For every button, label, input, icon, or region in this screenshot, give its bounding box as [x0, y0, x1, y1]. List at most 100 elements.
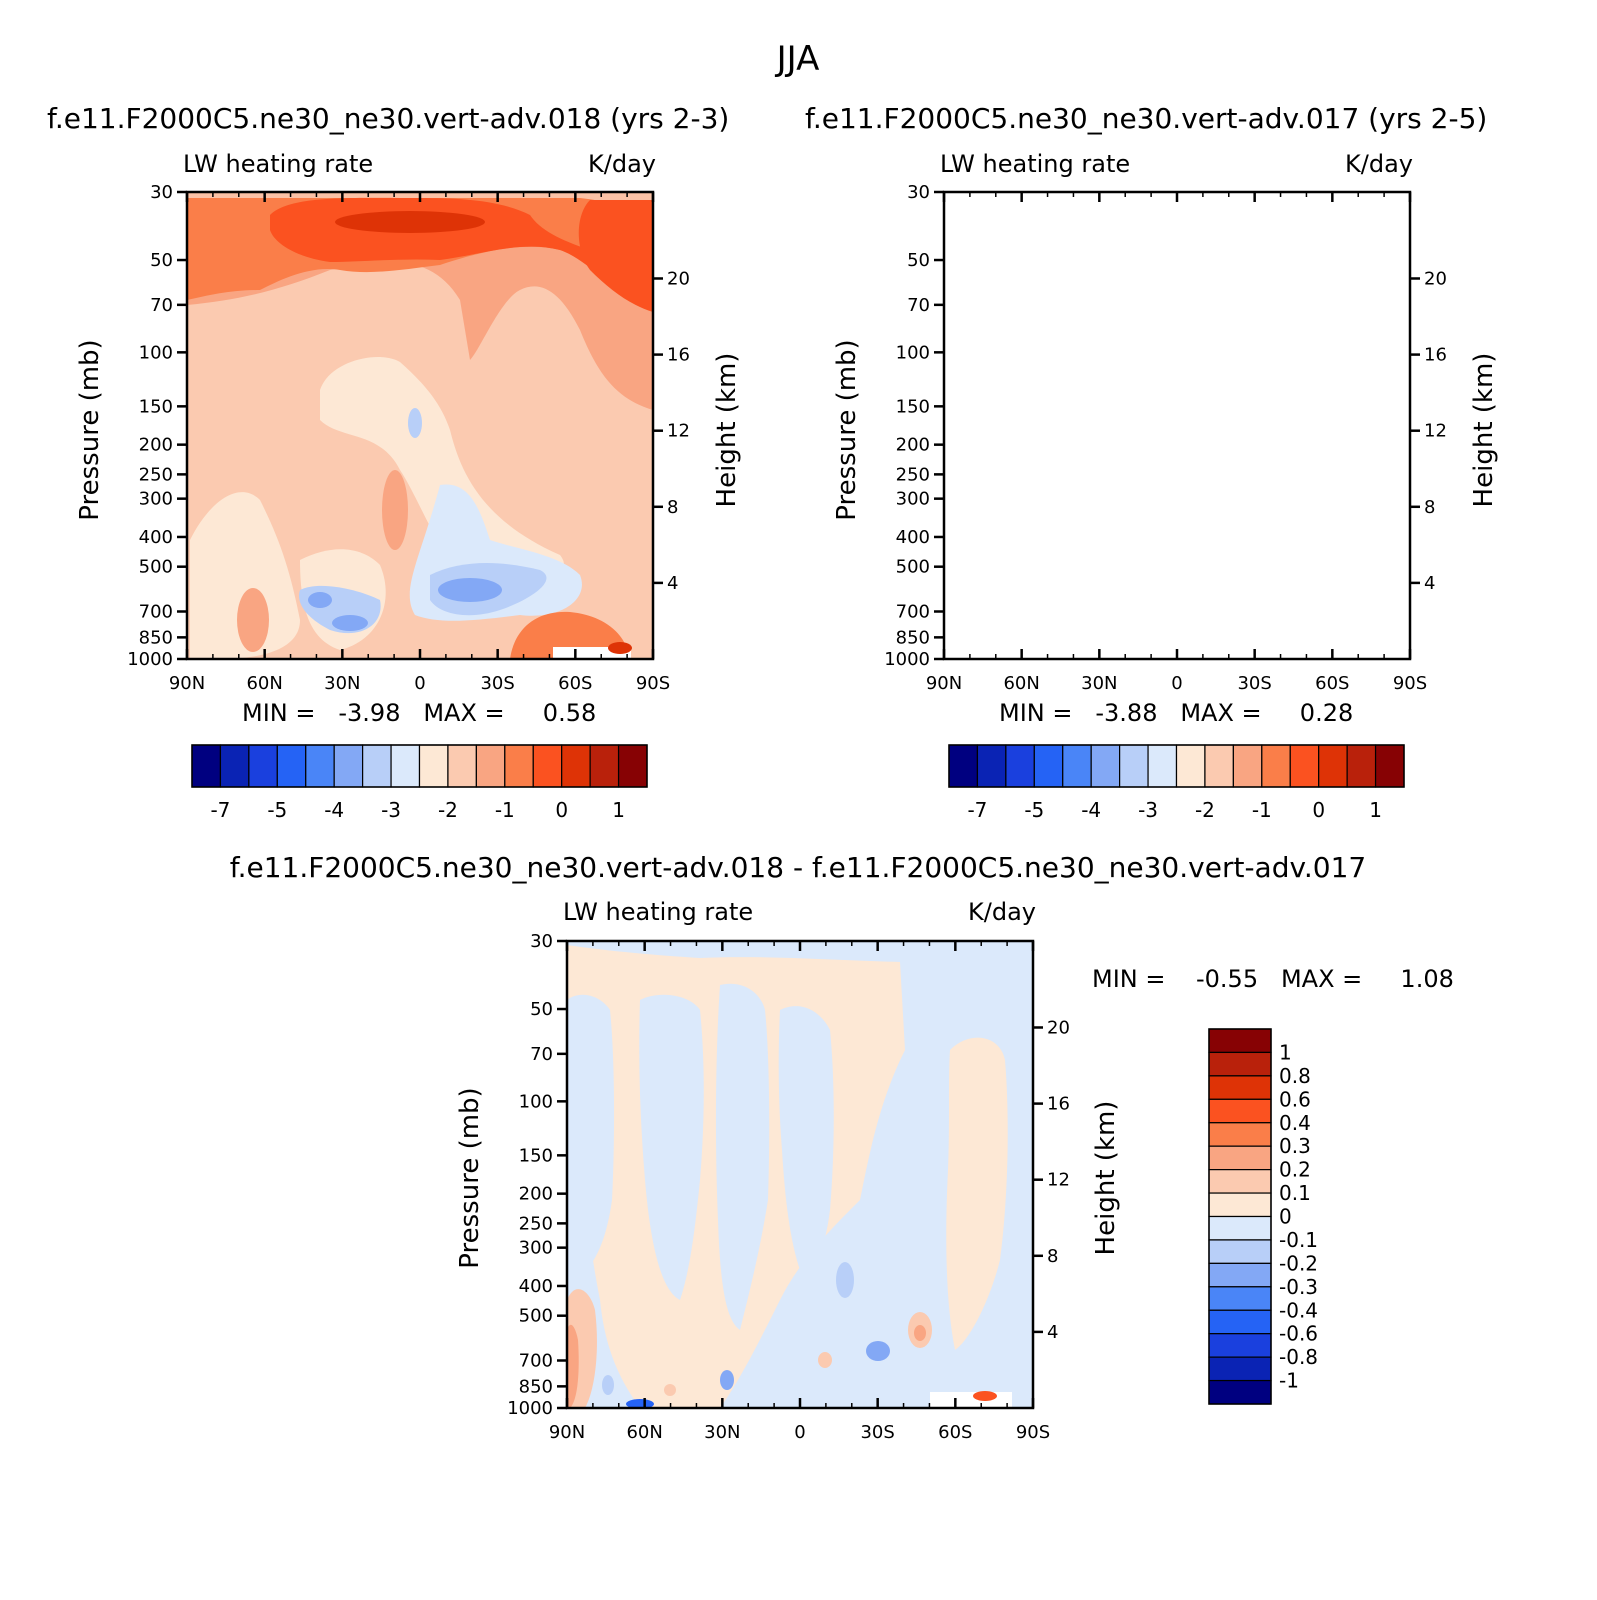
colorbar-box [1208, 1145, 1272, 1171]
colorbar-box [1208, 1309, 1272, 1335]
panel-2-right-label: K/day [1345, 150, 1413, 178]
colorbar-box [1261, 744, 1291, 788]
panel-2-y2label: Height (km) [1469, 353, 1499, 508]
y-tick-label: 50 [530, 999, 553, 1020]
colorbar-box [1208, 1356, 1272, 1382]
x-tick-label: 0 [414, 673, 425, 694]
colorbar-label: -1 [495, 798, 515, 822]
colorbar-box [1208, 1379, 1272, 1405]
colorbar-box [219, 744, 250, 788]
colorbar-label: -0.1 [1279, 1228, 1318, 1252]
colorbar-box [1119, 744, 1149, 788]
panel-3-colorbar: 10.80.60.40.30.20.10-0.1-0.2-0.3-0.4-0.6… [1208, 1028, 1318, 1405]
colorbar-label: -5 [267, 798, 287, 822]
panel-2-min-max: MIN = -3.88 MAX = 0.28 [999, 699, 1353, 727]
x-tick-label: 90N [926, 673, 962, 694]
y-tick-label: 1000 [127, 649, 173, 670]
y-tick-label: 250 [139, 464, 173, 485]
panel-2-colorbar: -7 -5 -4 -3 -2 -1 0 1 [948, 744, 1405, 822]
colorbar-box [333, 744, 364, 788]
y-tick-label: 30 [907, 182, 930, 203]
y-tick-label: 300 [519, 1238, 553, 1259]
colorbar-box [362, 744, 392, 788]
colorbar-box [390, 744, 421, 788]
colorbar-label: 0 [1279, 1205, 1292, 1229]
colorbar-label: 0.3 [1279, 1134, 1311, 1158]
y-tick-label: 250 [896, 464, 930, 485]
y-tick-label: 100 [896, 342, 930, 363]
x-tick-label: 30S [1237, 673, 1271, 694]
y-tick-label: 50 [907, 250, 930, 271]
y-tick-label: 1000 [884, 649, 930, 670]
y2-tick-label: 4 [1047, 1322, 1058, 1343]
colorbar-label: 0.2 [1279, 1158, 1311, 1182]
y2-tick-label: 16 [1424, 345, 1447, 366]
y-tick-label: 250 [519, 1213, 553, 1234]
panel-1-min-max: MIN = -3.98 MAX = 0.58 [242, 699, 596, 727]
colorbar-label: -0.8 [1279, 1345, 1318, 1369]
panel-3: f.e11.F2000C5.ne30_ne30.vert-adv.018 - f… [230, 851, 1454, 1443]
colorbar-box [1208, 1286, 1272, 1311]
colorbar-box [1208, 1075, 1272, 1100]
x-tick-label: 30S [860, 1422, 894, 1443]
panel-2-title: f.e11.F2000C5.ne30_ne30.vert-adv.017 (yr… [805, 102, 1487, 135]
y-tick-label: 700 [139, 601, 173, 622]
colorbar-label: -0.2 [1279, 1251, 1318, 1275]
colorbar-box [1208, 1262, 1272, 1288]
colorbar-box [617, 744, 648, 788]
colorbar-box [305, 744, 335, 788]
colorbar-label: -7 [967, 798, 987, 822]
colorbar-box [1147, 744, 1178, 788]
y-tick-label: 300 [139, 489, 173, 510]
x-tick-label: 60S [938, 1422, 972, 1443]
x-tick-label: 90N [169, 673, 205, 694]
y2-tick-label: 20 [667, 268, 690, 289]
panel-1-contour-field [187, 192, 653, 659]
x-tick-label: 60N [1003, 673, 1039, 694]
colorbar-label: -2 [438, 798, 458, 822]
colorbar-box [475, 744, 506, 788]
panel-3-y2label: Height (km) [1091, 1101, 1121, 1256]
y-tick-label: 400 [519, 1276, 553, 1297]
y-tick-label: 500 [896, 557, 930, 578]
colorbar-label: 0.6 [1279, 1087, 1311, 1111]
panel-1-axes: 90N 60N 30N 0 30S 60S 90S 30 50 70 100 150 200 250 300… [127, 182, 690, 694]
panel-1-colorbar: -7 -5 -4 -3 -2 -1 0 1 [191, 744, 648, 822]
panel-1-y2label: Height (km) [712, 353, 742, 508]
colorbar-label: -5 [1024, 798, 1044, 822]
panel-2-axes: 90N 60N 30N 0 30S 60S 90S 30 50 70 100 150 200 250 300… [884, 182, 1447, 694]
colorbar-box [1208, 1051, 1272, 1077]
panel-3-title: f.e11.F2000C5.ne30_ne30.vert-adv.018 - f… [230, 851, 1366, 884]
x-tick-label: 0 [794, 1422, 805, 1443]
y-tick-label: 850 [519, 1376, 553, 1397]
colorbar-label: 1 [1279, 1040, 1292, 1064]
colorbar-box [418, 744, 449, 788]
colorbar-label: 1 [612, 798, 625, 822]
colorbar-box [1208, 1192, 1272, 1218]
y-tick-label: 100 [139, 342, 173, 363]
y2-tick-label: 8 [1424, 497, 1435, 518]
panel-3-right-label: K/day [968, 898, 1036, 926]
y-tick-label: 700 [519, 1350, 553, 1371]
y-tick-label: 700 [896, 601, 930, 622]
y-tick-label: 200 [139, 435, 173, 456]
y-tick-label: 150 [896, 396, 930, 417]
y2-tick-label: 16 [667, 345, 690, 366]
y-tick-label: 150 [519, 1145, 553, 1166]
colorbar-box [1204, 744, 1234, 788]
colorbar-outline [948, 744, 1405, 788]
panel-3-min-max: MIN = -0.55 MAX = 1.08 [1092, 965, 1454, 993]
colorbar-box [1033, 744, 1064, 788]
colorbar-box [1208, 1028, 1272, 1054]
x-tick-label: 60S [558, 673, 592, 694]
y-tick-label: 200 [519, 1184, 553, 1205]
y-tick-label: 300 [896, 489, 930, 510]
colorbar-box [1208, 1122, 1272, 1147]
panel-2-plot-frame [942, 190, 1412, 661]
y-tick-label: 50 [150, 250, 173, 271]
colorbar-box [589, 744, 620, 788]
colorbar-label: -4 [324, 798, 344, 822]
panel-1-title: f.e11.F2000C5.ne30_ne30.vert-adv.018 (yr… [47, 102, 729, 135]
colorbar-label: 0 [555, 798, 568, 822]
